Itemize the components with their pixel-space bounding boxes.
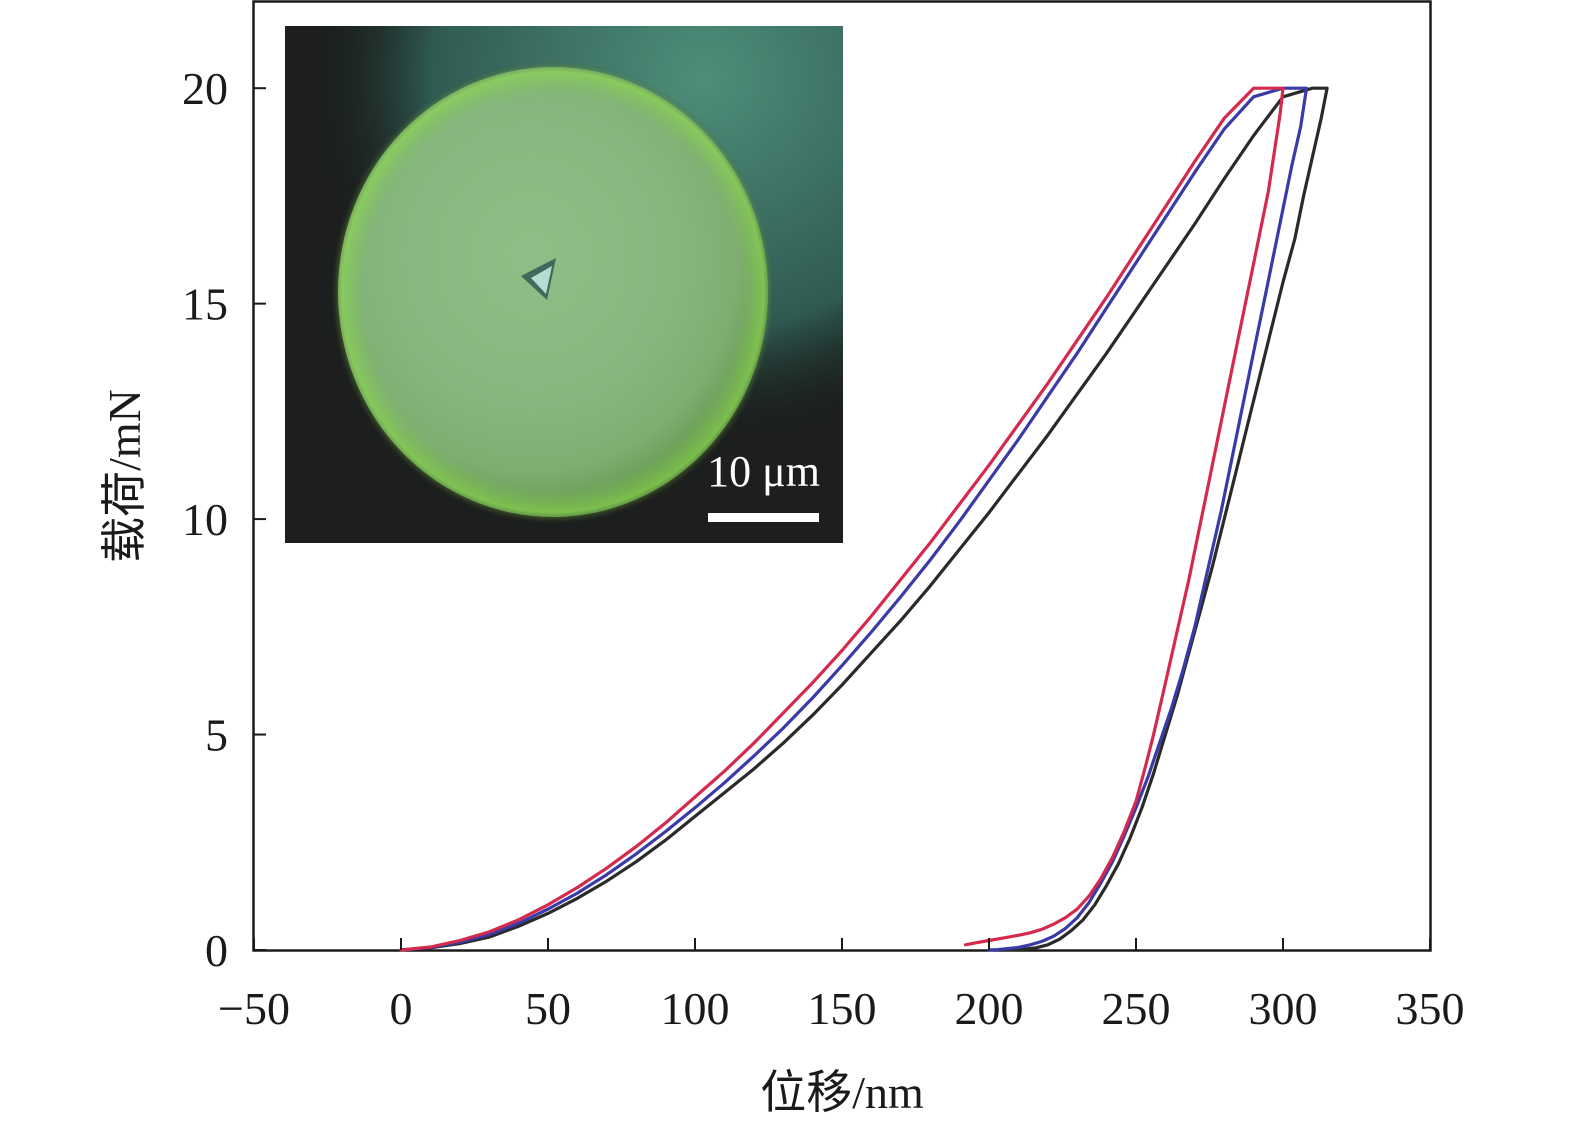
scale-bar [708, 513, 819, 522]
y-tick-label: 5 [205, 710, 228, 761]
x-tick-label: 300 [1249, 983, 1318, 1034]
plot-frame [252, 0, 1432, 952]
x-tick-label: 50 [525, 983, 571, 1034]
y-tick-label: 10 [182, 494, 228, 545]
y-tick-label: 0 [205, 925, 228, 976]
pillar-edge-halo [331, 60, 775, 524]
series-line-2 [399, 86, 1309, 952]
x-axis-ticks: −50 0 50 100 150 200 250 300 350 [218, 938, 1465, 1034]
x-axis-label: 位移/nm [760, 1067, 924, 1118]
series-line-1 [399, 86, 1329, 952]
y-axis-label: 载荷/mN [99, 389, 150, 563]
series-line-3 [399, 86, 1285, 952]
x-tick-label: 100 [661, 983, 730, 1034]
y-tick-label: 15 [182, 279, 228, 330]
y-axis-ticks: 0 5 10 15 20 [182, 63, 266, 976]
y-tick-label: 20 [182, 63, 228, 114]
x-tick-label: 250 [1102, 983, 1171, 1034]
x-tick-label: −50 [218, 983, 290, 1034]
x-tick-label: 350 [1396, 983, 1465, 1034]
indent-mark [521, 258, 556, 300]
curves-group [399, 86, 1329, 952]
x-tick-label: 150 [808, 983, 877, 1034]
scale-bar-label: 10 μm [707, 447, 820, 496]
x-tick-label: 200 [955, 983, 1024, 1034]
x-tick-label: 0 [390, 983, 413, 1034]
inset-micrograph: 10 μm [285, 26, 843, 543]
